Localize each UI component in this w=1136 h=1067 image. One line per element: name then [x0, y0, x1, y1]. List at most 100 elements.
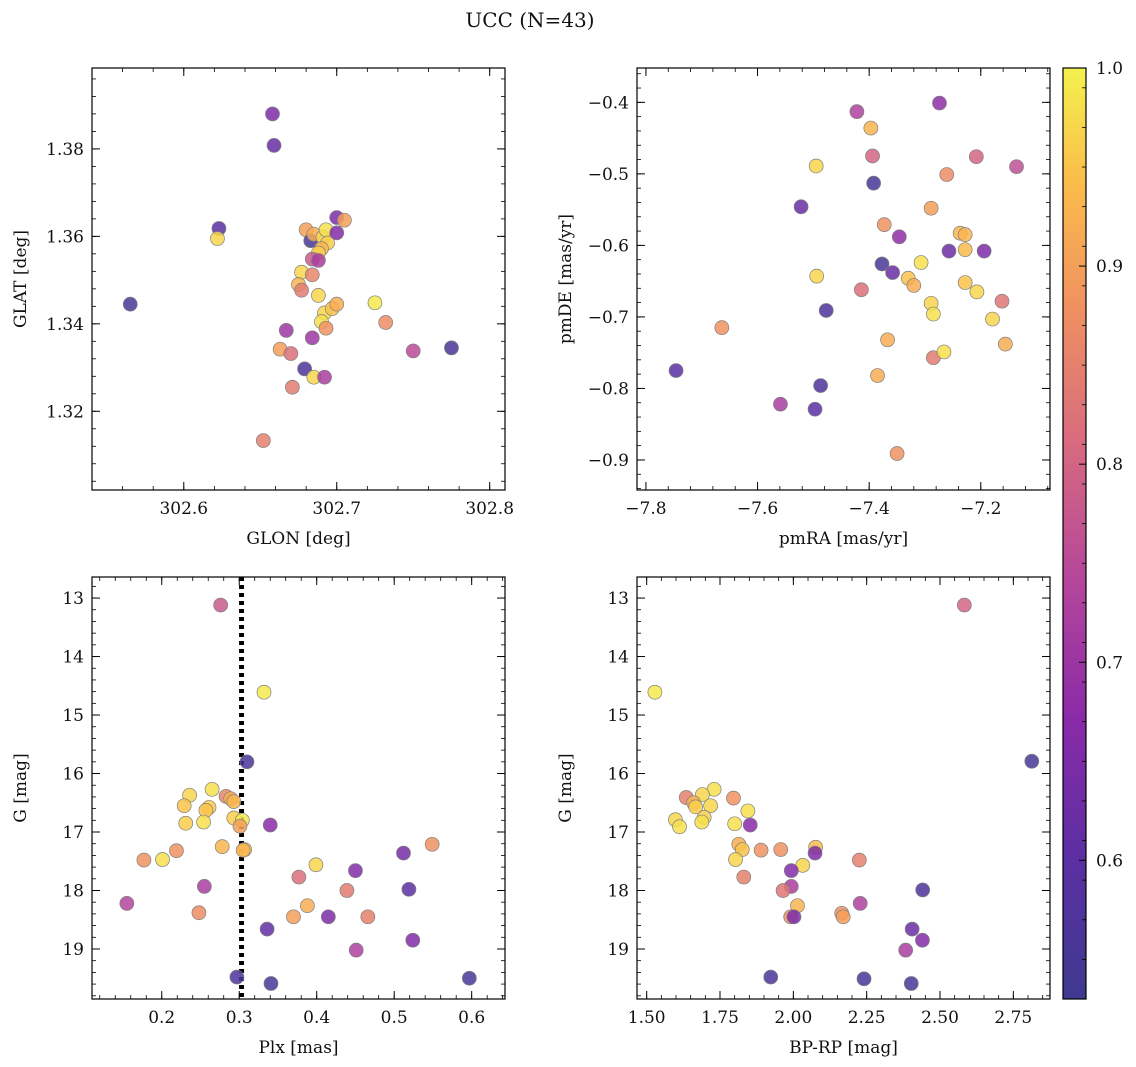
data-point — [694, 814, 710, 830]
x-axis-label: Plx [mas] — [258, 1038, 338, 1058]
data-point — [889, 446, 905, 461]
x-tick-label: 0.5 — [381, 1008, 408, 1028]
x-tick-label: −7.6 — [737, 499, 778, 519]
y-tick-label: 14 — [607, 648, 629, 668]
data-point — [256, 684, 272, 700]
data-point — [753, 842, 769, 858]
data-point — [304, 267, 320, 283]
y-tick-label: −0.7 — [588, 308, 629, 328]
data-point — [291, 869, 307, 885]
x-tick-label: 302.8 — [465, 499, 514, 519]
data-point — [775, 883, 791, 898]
data-point — [378, 315, 394, 330]
data-point — [367, 295, 383, 311]
data-point — [348, 863, 363, 878]
data-point — [870, 368, 885, 383]
data-point — [462, 970, 477, 986]
y-tick-label: −0.4 — [588, 93, 629, 113]
data-point — [214, 839, 230, 854]
data-point — [178, 815, 194, 831]
y-tick-label: 19 — [62, 940, 84, 960]
data-point — [318, 320, 334, 336]
data-point — [265, 106, 280, 122]
x-tick-label: 2.25 — [848, 1008, 886, 1028]
panel-pmra-pmde: −7.8 −7.6 −7.4 −7.2 −0.9 −0.8 −0.7 −0.6 −0.5 −0.4… — [556, 67, 1051, 549]
data-point — [688, 799, 704, 815]
data-point — [647, 684, 663, 700]
x-tick-label: 2.50 — [921, 1008, 959, 1028]
data-point — [329, 296, 345, 312]
data-point — [229, 969, 245, 985]
y-tick-label: 15 — [62, 706, 84, 726]
data-point — [773, 396, 788, 412]
axes-frame — [91, 67, 506, 491]
data-point — [348, 942, 364, 958]
data-point — [813, 378, 828, 393]
scatter-points — [122, 106, 459, 448]
data-point — [255, 433, 271, 448]
data-point — [773, 842, 789, 857]
data-point — [320, 909, 336, 925]
x-axis-label: GLON [deg] — [246, 529, 350, 549]
panel-glon-glat: 302.6 302.7 302.8 1.32 1.34 1.36 1.38 GLON [deg… — [11, 67, 514, 549]
scatter-points — [668, 95, 1024, 461]
data-point — [714, 320, 730, 335]
colorbar-tick-label: 0.7 — [1096, 653, 1123, 673]
data-point — [283, 346, 299, 361]
data-point — [213, 597, 228, 613]
data-point — [932, 95, 947, 111]
data-point — [285, 379, 300, 395]
y-tick-label: 17 — [62, 823, 84, 843]
data-point — [807, 845, 823, 861]
y-tick-label: 18 — [607, 882, 629, 902]
data-point — [998, 336, 1013, 352]
x-tick-label: 0.2 — [148, 1008, 175, 1028]
data-point — [863, 120, 879, 136]
axes-frame — [636, 576, 1051, 1000]
data-point — [308, 857, 324, 873]
y-tick-label: −0.6 — [588, 236, 629, 256]
data-point — [866, 175, 881, 191]
y-tick-label: 1.38 — [46, 140, 84, 160]
x-tick-label: 0.6 — [458, 1008, 485, 1028]
y-tick-label: 1.36 — [46, 227, 84, 247]
data-point — [728, 852, 743, 867]
data-point — [668, 363, 684, 378]
data-point — [851, 852, 867, 868]
panel-plx-g: 0.2 0.3 0.4 0.5 0.6 13 14 15 16 17 18 19 Plx [mas] G … — [11, 576, 506, 1058]
data-point — [297, 361, 312, 377]
data-point — [196, 814, 211, 830]
data-point — [740, 803, 756, 819]
data-point — [337, 212, 352, 228]
y-tick-label: 19 — [607, 940, 629, 960]
data-point — [119, 896, 135, 911]
data-point — [262, 817, 278, 833]
scatter-points — [119, 597, 477, 991]
data-point — [727, 816, 743, 832]
data-point — [835, 909, 851, 925]
data-point — [923, 200, 939, 216]
y-tick-label: 13 — [62, 589, 84, 609]
colorbar-tick-label: 0.9 — [1096, 257, 1123, 277]
data-point — [856, 971, 872, 987]
data-point — [763, 969, 779, 985]
data-point — [235, 842, 251, 858]
data-point — [726, 790, 741, 806]
data-point — [176, 798, 192, 814]
data-point — [169, 843, 184, 859]
x-tick-label: 0.4 — [303, 1008, 330, 1028]
data-point — [939, 167, 955, 182]
data-point — [226, 794, 242, 809]
data-point — [405, 932, 421, 948]
data-point — [915, 932, 930, 948]
data-point — [898, 942, 914, 958]
data-point — [876, 217, 892, 232]
data-point — [968, 149, 984, 165]
x-tick-label: 1.75 — [701, 1008, 739, 1028]
data-point — [957, 242, 973, 258]
x-tick-label: 302.7 — [312, 499, 361, 519]
data-point — [904, 921, 920, 937]
colorbar: 0.6 0.7 0.8 0.9 1.0 — [1062, 59, 1123, 1000]
data-point — [969, 284, 985, 300]
